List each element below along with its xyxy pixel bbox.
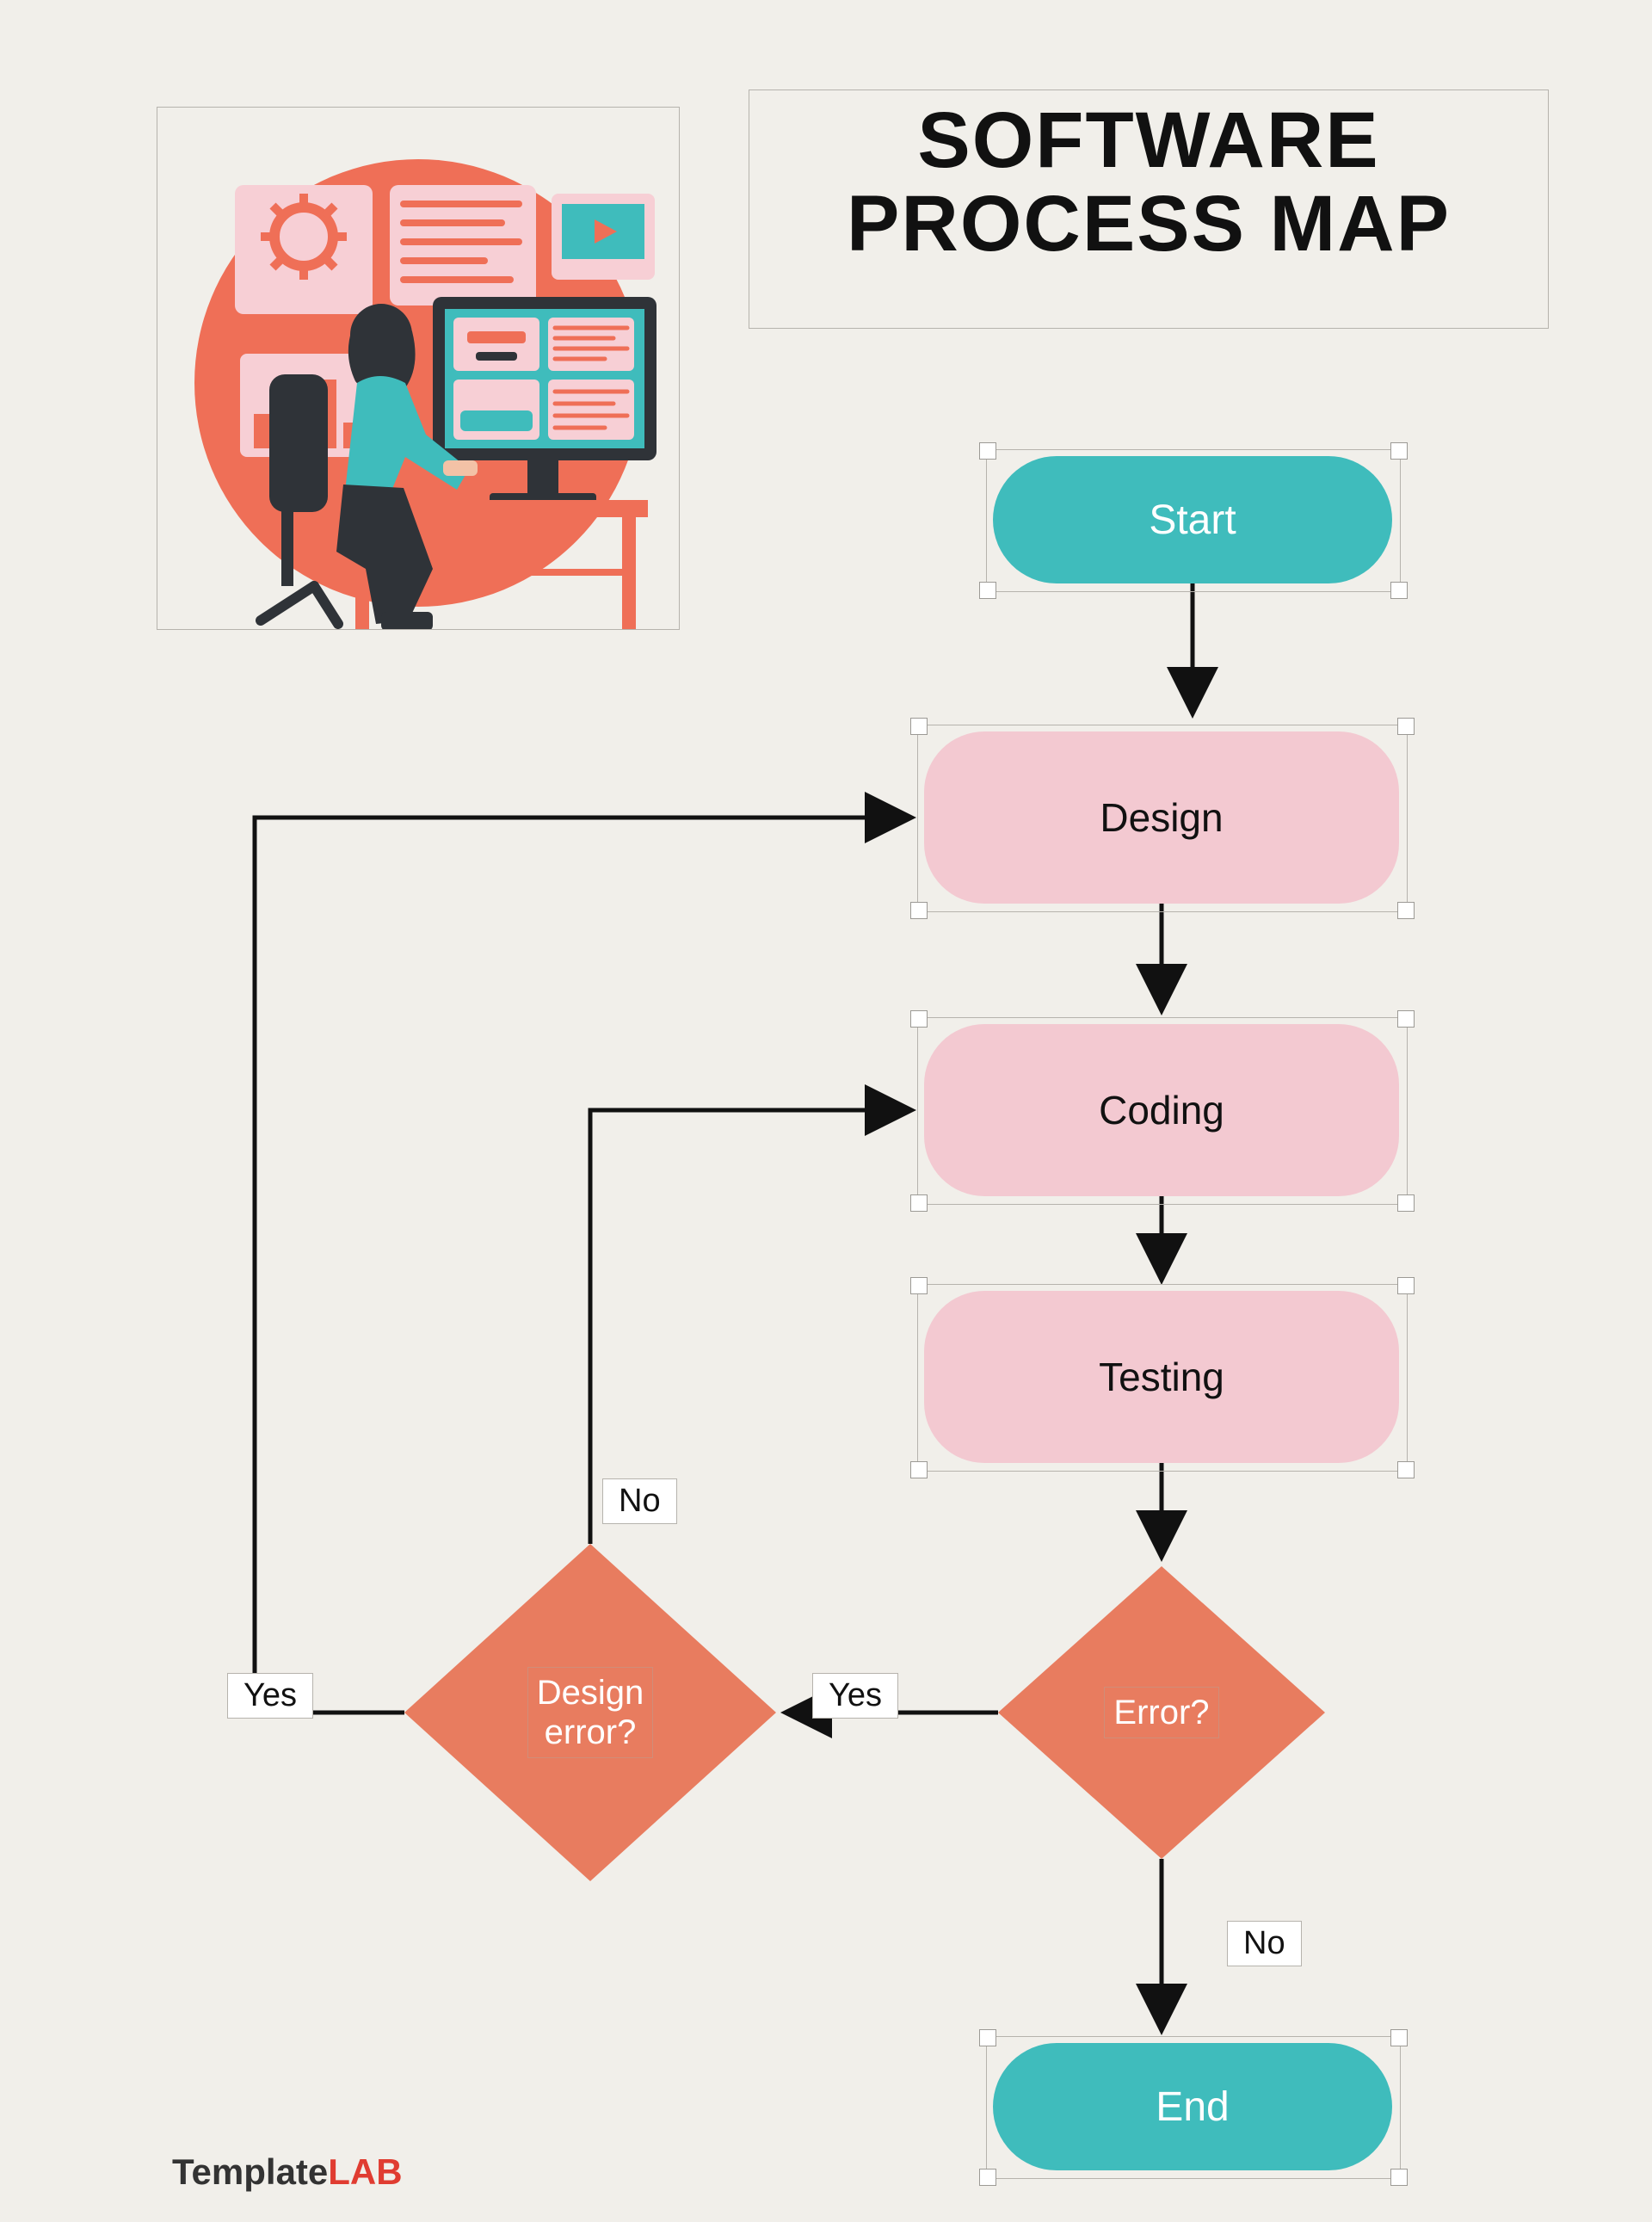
- node-error-label: Error?: [1104, 1687, 1218, 1738]
- label-yes-design: Yes: [227, 1673, 313, 1719]
- label-yes-derror: Yes: [812, 1673, 898, 1719]
- node-testing-label: Testing: [1099, 1354, 1224, 1400]
- node-design-label: Design: [1100, 794, 1223, 841]
- node-design-error-label: Design error?: [527, 1667, 654, 1758]
- node-coding-label: Coding: [1099, 1087, 1224, 1133]
- label-no-end: No: [1227, 1921, 1302, 1966]
- footer-prefix: Template: [172, 2151, 328, 2192]
- node-end-label: End: [1156, 2083, 1229, 2131]
- node-start: Start: [993, 456, 1392, 583]
- node-testing: Testing: [924, 1291, 1399, 1463]
- footer-accent: LAB: [328, 2151, 402, 2192]
- node-end: End: [993, 2043, 1392, 2170]
- label-no-coding: No: [602, 1478, 677, 1524]
- footer-logo: TemplateLAB: [172, 2151, 403, 2193]
- derror-line1: Design: [537, 1674, 644, 1712]
- node-coding: Coding: [924, 1024, 1399, 1196]
- derror-line2: error?: [545, 1713, 637, 1751]
- node-error: Error?: [998, 1566, 1325, 1859]
- flow-arrows: [0, 0, 1652, 2222]
- node-design-error: Design error?: [404, 1544, 776, 1881]
- node-start-label: Start: [1149, 497, 1236, 544]
- node-design: Design: [924, 731, 1399, 904]
